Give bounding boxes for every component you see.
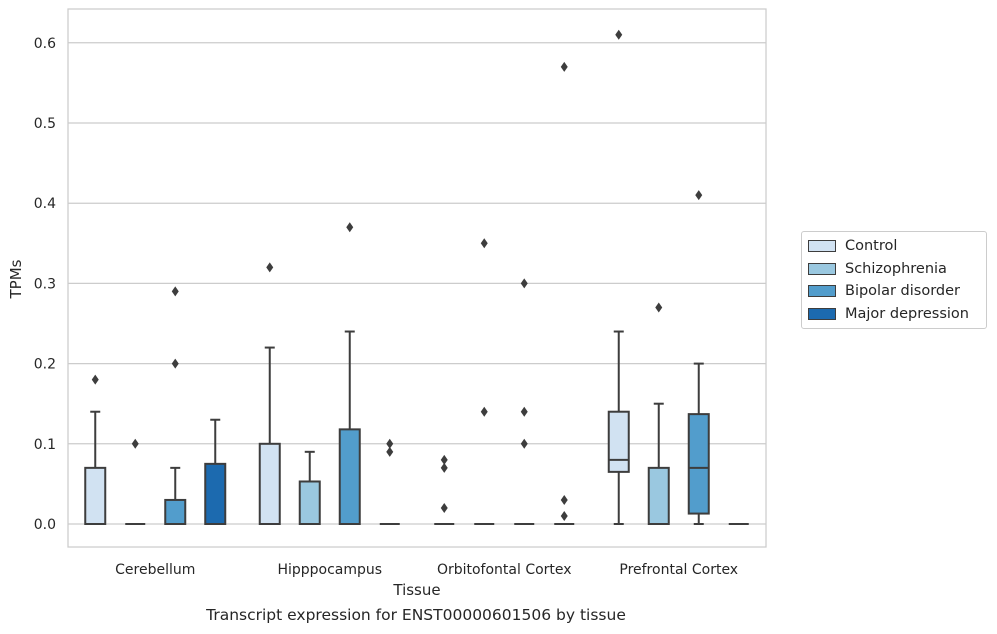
outlier-point xyxy=(440,502,448,513)
legend-swatch xyxy=(808,240,836,253)
outlier-point xyxy=(266,262,274,273)
outlier-point xyxy=(386,446,394,457)
outlier-point xyxy=(480,238,488,249)
box-body xyxy=(84,466,107,525)
outlier-point xyxy=(560,510,568,521)
y-axis-title: TPMs xyxy=(7,259,25,299)
y-tick-label: 0.5 xyxy=(34,116,56,132)
y-tick-label: 0.0 xyxy=(34,517,56,533)
x-axis-ticks: Cerebellum Hipppocampus Orbitofontal Corte… xyxy=(115,562,738,578)
outlier-point xyxy=(131,438,139,449)
box-body xyxy=(258,442,281,525)
box-schizophrenia xyxy=(298,450,321,525)
box-schizophrenia xyxy=(647,402,670,525)
legend-item: Major depression xyxy=(802,303,986,326)
outlier-point xyxy=(91,374,99,385)
grid-lines xyxy=(68,42,766,525)
legend-label: Control xyxy=(845,238,898,255)
box-bipolar-disorder xyxy=(338,330,361,526)
legend-swatch xyxy=(808,285,836,298)
figure-caption: Transcript expression for ENST0000060150… xyxy=(206,606,626,624)
y-tick-label: 0.4 xyxy=(34,196,56,212)
outlier-point xyxy=(480,406,488,417)
outlier-point xyxy=(520,278,528,289)
box-body xyxy=(607,410,630,473)
outlier-point xyxy=(171,286,179,297)
outlier-point xyxy=(386,438,394,449)
box-body xyxy=(338,428,361,526)
box-control xyxy=(84,410,107,525)
box-control xyxy=(258,346,281,525)
y-tick-label: 0.3 xyxy=(34,276,56,292)
outlier-point xyxy=(655,302,663,313)
box-bipolar-disorder xyxy=(164,466,187,526)
outlier-point xyxy=(615,29,623,40)
box-body xyxy=(647,466,670,525)
box-body xyxy=(298,480,321,525)
y-tick-label: 0.6 xyxy=(34,36,56,52)
x-tick-label: Cerebellum xyxy=(115,562,195,578)
legend-label: Bipolar disorder xyxy=(845,283,960,300)
x-tick-label: Orbitofontal Cortex xyxy=(437,562,572,578)
outlier-point xyxy=(695,190,703,201)
legend-swatch xyxy=(808,307,836,320)
y-axis-ticks: 0.0 0.1 0.2 0.3 0.4 0.5 0.6 xyxy=(34,36,56,533)
plot-area-frame xyxy=(67,8,767,548)
outlier-point xyxy=(440,462,448,473)
legend-item: Schizophrenia xyxy=(802,258,986,281)
legend: Control Schizophrenia Bipolar disorder Majo… xyxy=(801,231,987,329)
x-tick-label: Prefrontal Cortex xyxy=(619,562,738,578)
x-axis-title: Tissue xyxy=(392,581,440,599)
legend-swatch xyxy=(808,262,836,275)
outlier-point xyxy=(560,494,568,505)
outlier-point xyxy=(520,406,528,417)
outlier-points xyxy=(91,29,703,521)
box-body xyxy=(687,413,710,515)
x-tick-label: Hipppocampus xyxy=(277,562,382,578)
box-bipolar-disorder xyxy=(687,362,710,525)
boxes xyxy=(84,330,749,526)
outlier-point xyxy=(520,438,528,449)
y-tick-label: 0.1 xyxy=(34,437,56,453)
legend-label: Schizophrenia xyxy=(845,260,947,277)
legend-item: Control xyxy=(802,235,986,258)
box-major-depression xyxy=(204,418,227,526)
box-control xyxy=(607,330,630,525)
legend-item: Bipolar disorder xyxy=(802,280,986,303)
outlier-point xyxy=(346,222,354,233)
outlier-point xyxy=(171,358,179,369)
legend-label: Major depression xyxy=(845,305,969,322)
box-body xyxy=(164,498,187,526)
outlier-point xyxy=(440,454,448,465)
box-body xyxy=(204,462,227,526)
y-tick-label: 0.2 xyxy=(34,357,56,373)
outlier-point xyxy=(560,61,568,72)
